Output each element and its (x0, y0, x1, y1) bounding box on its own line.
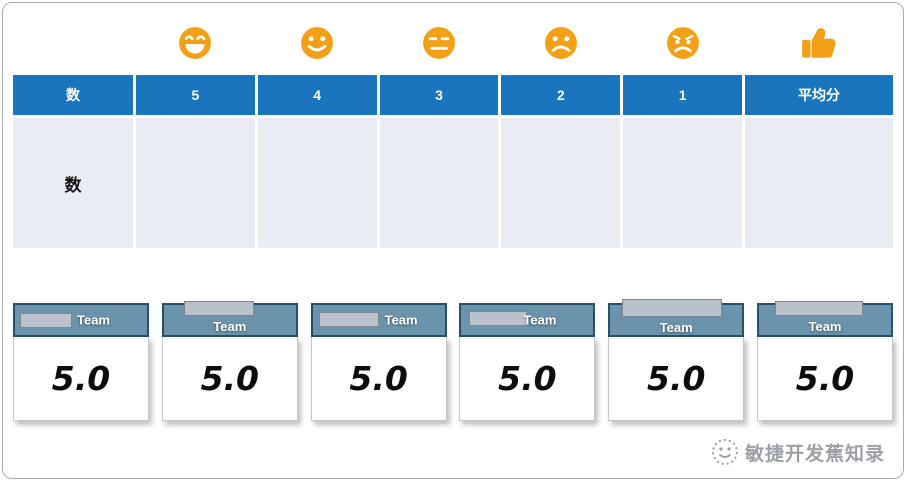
team-label: Team (77, 312, 110, 328)
team-label: Team (808, 319, 842, 334)
team-card: Team 5.0 (756, 301, 893, 421)
team-label: Team (523, 312, 557, 328)
team-label: Team (659, 320, 693, 335)
column-header-count: 数 (13, 75, 133, 115)
table-cell (257, 118, 377, 248)
table-cell (623, 118, 742, 248)
watermark-logo-icon (711, 439, 738, 465)
table-cell (501, 118, 621, 248)
grinning-face-icon (178, 26, 212, 60)
team-card-body: 5.0 (608, 337, 745, 421)
team-card-body: 5.0 (459, 337, 596, 421)
frowning-face-icon (544, 26, 578, 60)
table-cell (136, 118, 255, 248)
team-label: Team (384, 312, 418, 328)
team-card-header: Team (756, 301, 893, 337)
team-card-body: 5.0 (310, 337, 447, 421)
team-name-input[interactable] (183, 301, 254, 316)
team-card-header: Team (161, 301, 298, 337)
team-card: Team 5.0 (608, 299, 745, 421)
team-cards-row: Team 5.0 Team 5.0 Team (3, 299, 903, 421)
table-cell (745, 118, 893, 248)
team-score: 5.0 (349, 359, 408, 398)
team-card: Team 5.0 (13, 303, 149, 421)
watermark-text: 敏捷开发蕉知录 (744, 443, 885, 465)
team-card-body: 5.0 (13, 337, 149, 421)
team-name-input[interactable] (20, 313, 72, 328)
team-name-input[interactable] (469, 311, 528, 326)
team-card-header: Team (310, 303, 447, 337)
team-label: Team (213, 319, 247, 334)
team-card-body: 5.0 (756, 337, 893, 421)
column-header-2: 2 (501, 75, 621, 115)
team-name-input[interactable] (774, 301, 863, 316)
confounded-face-icon (666, 26, 700, 60)
column-header-3: 3 (379, 75, 499, 115)
row-label: 数 (64, 175, 82, 195)
column-header-5: 5 (136, 75, 255, 115)
team-name-input[interactable] (622, 299, 723, 317)
watermark: 敏捷开发蕉知录 (711, 438, 885, 466)
thumbs-up-icon (800, 24, 838, 62)
team-card-header: Team (459, 303, 596, 337)
team-score: 5.0 (795, 359, 855, 398)
team-card: Team 5.0 (310, 303, 447, 421)
smiling-face-icon (300, 26, 334, 60)
table-row-label-cell: 数 (13, 118, 133, 248)
neutral-face-icon (422, 26, 456, 60)
table-cell (379, 118, 499, 248)
team-score: 5.0 (646, 359, 706, 398)
team-score: 5.0 (498, 359, 557, 398)
team-card-header: Team (13, 303, 149, 337)
score-table: 数 5 4 3 2 1 平均分 数 (13, 75, 893, 248)
emoji-header-row (13, 17, 893, 69)
team-card: Team 5.0 (161, 301, 298, 421)
team-score: 5.0 (51, 359, 111, 398)
column-header-average: 平均分 (745, 75, 893, 115)
column-header-1: 1 (623, 75, 742, 115)
team-card: Team 5.0 (459, 303, 596, 421)
team-score: 5.0 (200, 359, 260, 398)
team-card-body: 5.0 (161, 337, 298, 421)
column-header-4: 4 (257, 75, 377, 115)
team-card-header: Team (608, 299, 745, 337)
team-name-input[interactable] (318, 312, 379, 327)
